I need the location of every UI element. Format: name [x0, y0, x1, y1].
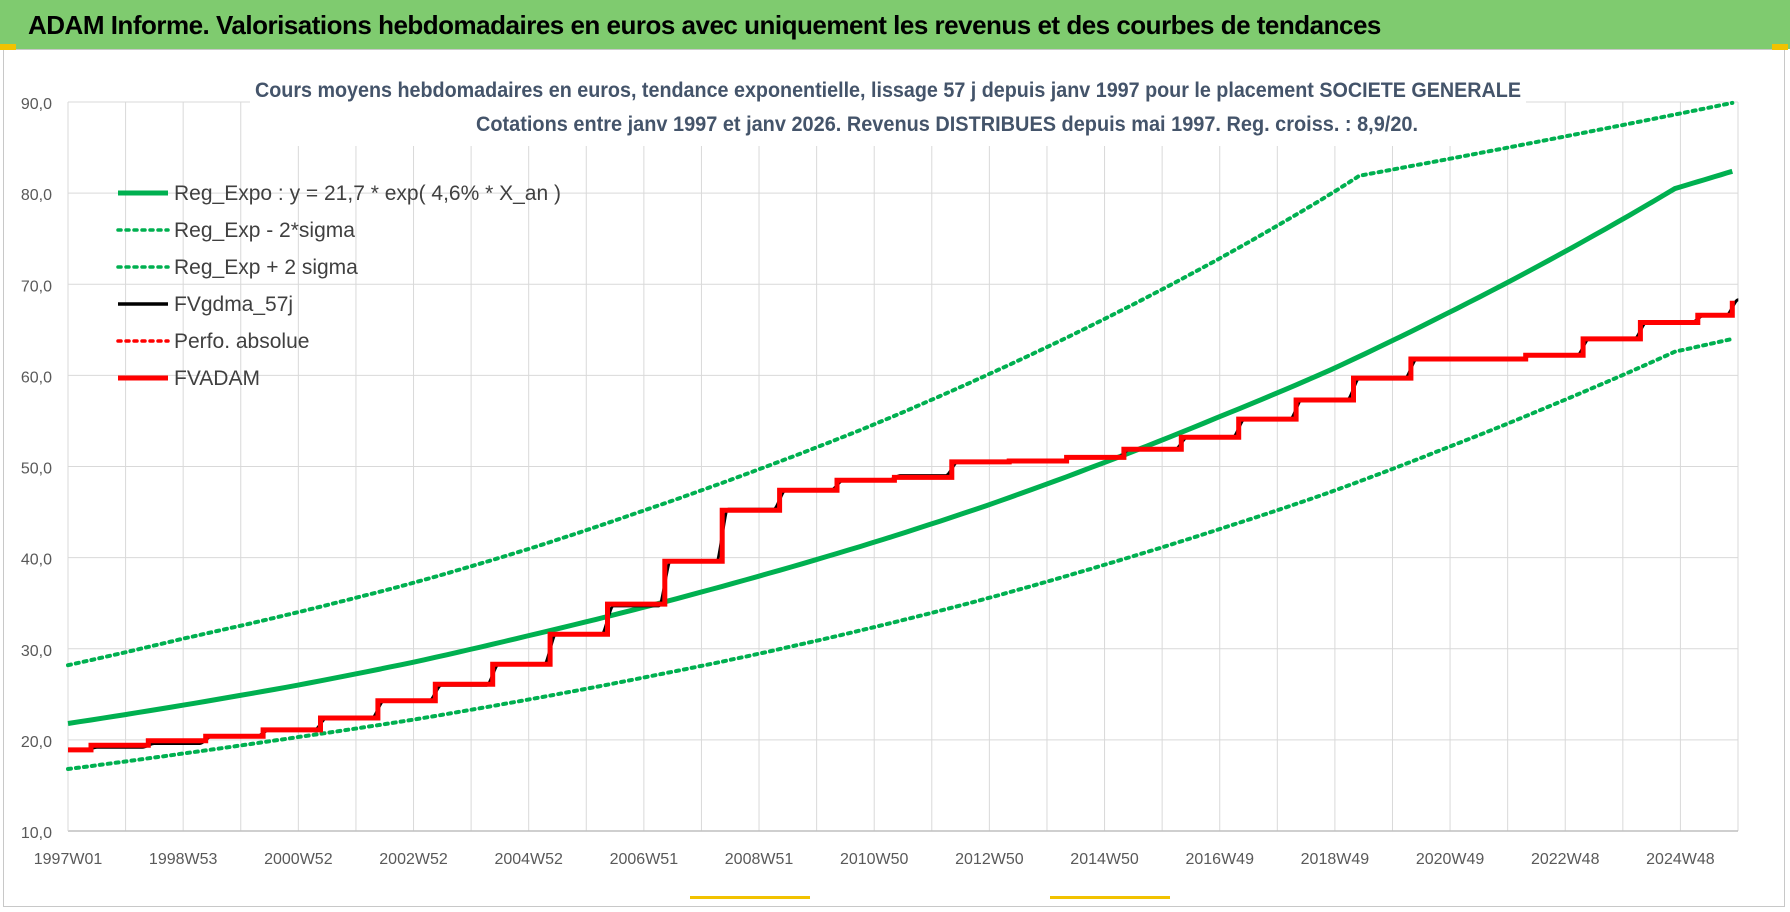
legend: Reg_Expo : y = 21,7 * exp( 4,6% * X_an )…: [116, 182, 561, 390]
regression-minus-2sigma-line: [66, 336, 1735, 771]
corner-marker: [0, 44, 16, 50]
x-tick-label: 2008W51: [725, 851, 794, 868]
chart-frame: [3, 49, 1785, 907]
y-tick-label: 90,0: [21, 96, 52, 113]
legend-label: Reg_Expo : y = 21,7 * exp( 4,6% * X_an ): [174, 182, 561, 205]
x-axis-ticks: 1997W01 1998W53 2000W52 2002W52 2004W52 2006W…: [34, 851, 1715, 868]
regression-plus-2sigma-line: [66, 100, 1735, 668]
header-bar: ADAM Informe. Valorisations hebdomadaire…: [0, 0, 1790, 49]
y-tick-label: 60,0: [21, 369, 52, 386]
y-tick-label: 50,0: [21, 461, 52, 478]
corner-marker: [1050, 896, 1170, 899]
chart-title: Cours moyens hebdomadaires en euros, ten…: [255, 79, 1521, 102]
legend-label: FVADAM: [174, 367, 260, 390]
legend-label: Reg_Exp - 2*sigma: [174, 219, 355, 242]
x-tick-label: 2022W48: [1531, 851, 1600, 868]
y-tick-label: 20,0: [21, 734, 52, 751]
x-tick-label: 2018W49: [1301, 851, 1370, 868]
series-layer: [66, 100, 1739, 771]
x-tick-label: 2006W51: [610, 851, 679, 868]
y-tick-label: 40,0: [21, 552, 52, 569]
chart-subtitle: Cotations entre janv 1997 et janv 2026. …: [476, 113, 1418, 136]
y-tick-label: 80,0: [21, 187, 52, 204]
x-tick-label: 1997W01: [34, 851, 103, 868]
fvadam-line: [68, 300, 1735, 753]
x-tick-label: 2000W52: [264, 851, 333, 868]
legend-label: FVgdma_57j: [174, 293, 293, 316]
x-tick-label: 1998W53: [149, 851, 218, 868]
y-tick-label: 30,0: [21, 643, 52, 660]
x-tick-label: 2016W49: [1185, 851, 1254, 868]
x-tick-label: 2004W52: [494, 851, 563, 868]
x-tick-label: 2020W49: [1416, 851, 1485, 868]
corner-marker: [690, 896, 810, 899]
regression-line: [67, 168, 1734, 726]
x-tick-label: 2010W50: [840, 851, 909, 868]
x-tick-label: 2014W50: [1070, 851, 1139, 868]
corner-marker: [1772, 44, 1788, 50]
y-axis-ticks: 10,0 20,0 30,0 40,0 50,0 60,0 70,0 80,0 90,0: [21, 96, 52, 842]
x-tick-label: 2012W50: [955, 851, 1024, 868]
title-background: [250, 74, 1526, 146]
legend-label: Reg_Exp + 2 sigma: [174, 256, 358, 279]
y-tick-label: 10,0: [21, 825, 52, 842]
page-title: ADAM Informe. Valorisations hebdomadaire…: [28, 10, 1381, 40]
x-tick-label: 2002W52: [379, 851, 448, 868]
y-tick-label: 70,0: [21, 278, 52, 295]
x-tick-label: 2024W48: [1646, 851, 1715, 868]
legend-label: Perfo. absolue: [174, 330, 309, 353]
